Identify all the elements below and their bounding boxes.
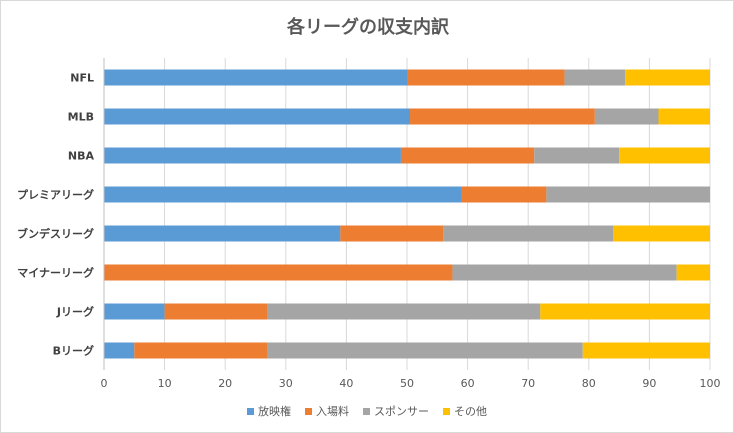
legend-item: その他 bbox=[443, 403, 487, 419]
bar-segment bbox=[104, 147, 401, 164]
category-label: マイナーリーグ bbox=[17, 266, 94, 280]
bar-segment bbox=[540, 303, 710, 320]
bar-segment bbox=[546, 186, 710, 203]
bar-segment bbox=[400, 147, 535, 164]
bar-segment bbox=[104, 108, 411, 125]
bar-segment bbox=[164, 303, 268, 320]
bar-segment bbox=[104, 264, 453, 281]
bar-segment bbox=[267, 342, 583, 359]
legend-swatch bbox=[363, 407, 370, 415]
bar-segment bbox=[407, 69, 565, 86]
category-label: NFL bbox=[70, 72, 94, 85]
legend-label: その他 bbox=[454, 405, 487, 418]
x-tick-label: 10 bbox=[158, 377, 172, 390]
bar-segment bbox=[443, 225, 614, 242]
bar-segment bbox=[594, 108, 659, 125]
bar-segment bbox=[340, 225, 444, 242]
x-tick-label: 30 bbox=[279, 377, 293, 390]
bar-segment bbox=[534, 147, 620, 164]
x-tick-label: 90 bbox=[642, 377, 656, 390]
legend-item: 入場料 bbox=[305, 403, 349, 419]
legend-item: スポンサー bbox=[363, 403, 429, 419]
bar-segment bbox=[625, 69, 710, 86]
category-label: NBA bbox=[68, 150, 95, 163]
x-tick-label: 40 bbox=[339, 377, 353, 390]
legend-swatch bbox=[305, 407, 312, 415]
bar-segment bbox=[619, 147, 710, 164]
bar-segment bbox=[410, 108, 595, 125]
category-label: ブンデスリーグ bbox=[17, 227, 94, 241]
x-tick-label: 60 bbox=[461, 377, 475, 390]
x-tick-label: 100 bbox=[700, 377, 721, 390]
x-tick-label: 50 bbox=[400, 377, 414, 390]
bar-segment bbox=[104, 186, 462, 203]
legend-swatch bbox=[443, 407, 450, 415]
bar-segment bbox=[104, 303, 165, 320]
bar-segment bbox=[461, 186, 547, 203]
legend-label: スポンサー bbox=[374, 405, 429, 418]
chart-legend: 放映権 入場料 スポンサー その他 bbox=[0, 403, 734, 419]
x-tick-label: 80 bbox=[582, 377, 596, 390]
legend-label: 入場料 bbox=[316, 405, 349, 418]
bar-segment bbox=[613, 225, 710, 242]
bar-segment bbox=[676, 264, 710, 281]
legend-item: 放映権 bbox=[247, 403, 291, 419]
category-label: Jリーグ bbox=[56, 305, 94, 319]
chart-title: 各リーグの収支内訳 bbox=[287, 17, 449, 38]
category-label: プレミアリーグ bbox=[17, 188, 94, 202]
legend-swatch bbox=[247, 407, 254, 415]
bar-segment bbox=[104, 69, 407, 86]
category-label: MLB bbox=[68, 111, 94, 124]
x-tick-label: 20 bbox=[218, 377, 232, 390]
bar-segment bbox=[658, 108, 710, 125]
x-tick-label: 0 bbox=[101, 377, 108, 390]
bar-segment bbox=[104, 225, 341, 242]
category-label: Bリーグ bbox=[53, 344, 94, 358]
legend-label: 放映権 bbox=[258, 405, 291, 418]
bar-segment bbox=[134, 342, 268, 359]
bar-segment bbox=[267, 303, 541, 320]
x-tick-label: 70 bbox=[521, 377, 535, 390]
bar-segment bbox=[564, 69, 626, 86]
bar-segment bbox=[582, 342, 710, 359]
bar-segment bbox=[452, 264, 677, 281]
bar-segment bbox=[104, 342, 135, 359]
